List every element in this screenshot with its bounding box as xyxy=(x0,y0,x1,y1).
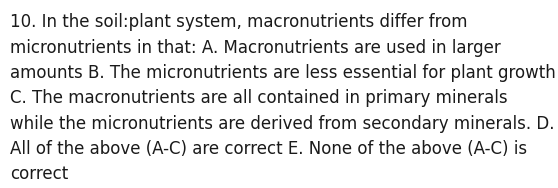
Text: All of the above (A-C) are correct E. None of the above (A-C) is: All of the above (A-C) are correct E. No… xyxy=(10,140,527,158)
Text: correct: correct xyxy=(10,165,68,183)
Text: C. The macronutrients are all contained in primary minerals: C. The macronutrients are all contained … xyxy=(10,89,508,107)
Text: 10. In the soil:plant system, macronutrients differ from: 10. In the soil:plant system, macronutri… xyxy=(10,13,468,31)
Text: micronutrients in that: A. Macronutrients are used in larger: micronutrients in that: A. Macronutrient… xyxy=(10,39,501,57)
Text: while the micronutrients are derived from secondary minerals. D.: while the micronutrients are derived fro… xyxy=(10,115,555,133)
Text: amounts B. The micronutrients are less essential for plant growth: amounts B. The micronutrients are less e… xyxy=(10,64,556,82)
